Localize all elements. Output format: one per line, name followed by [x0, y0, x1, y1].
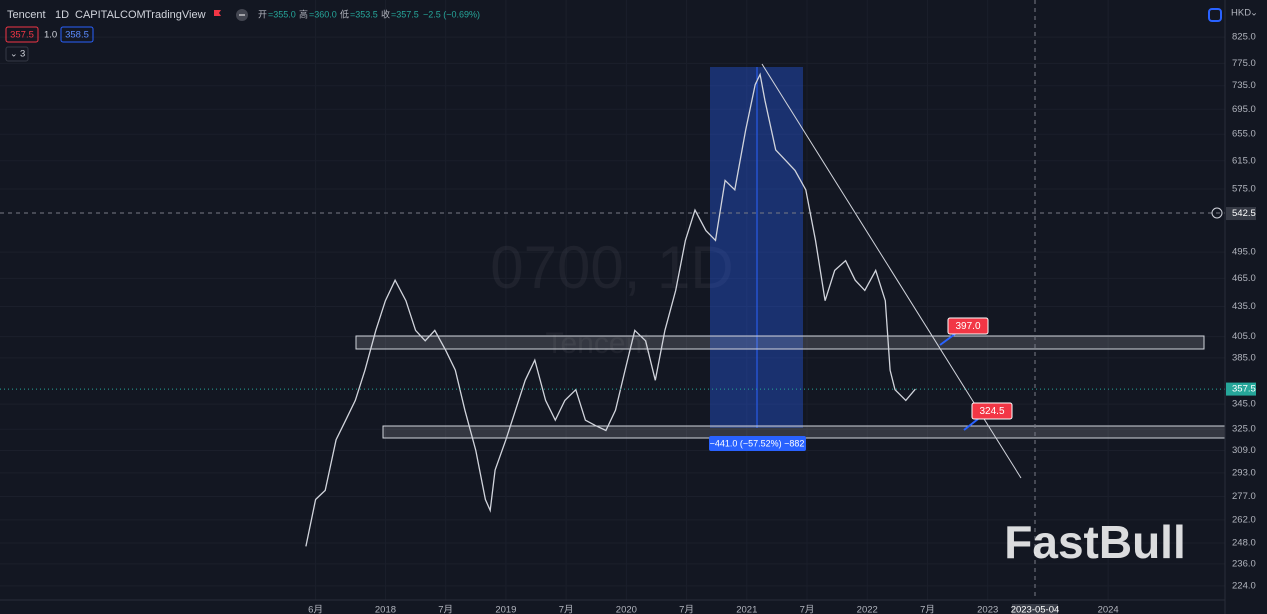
source: TradingView — [145, 9, 206, 21]
callout-box — [947, 317, 989, 335]
currency[interactable]: HKD — [1231, 8, 1251, 19]
add-alert-button[interactable] — [1211, 207, 1223, 219]
watermark-name: Tencent — [545, 327, 651, 360]
x-tick-label: 7月 — [800, 605, 815, 614]
plot — [0, 72, 1225, 547]
date-label-box — [1012, 604, 1058, 614]
spread: 1.0 — [44, 30, 57, 41]
x-tick-label: 2021 — [736, 605, 757, 614]
y-tick-label: 236.0 — [1232, 558, 1256, 569]
x-tick-label: 2022 — [857, 605, 878, 614]
price-line — [305, 72, 916, 547]
y-tick-label: 735.0 — [1232, 80, 1256, 91]
x-tick-label: 7月 — [679, 605, 694, 614]
exchange: CAPITALCOM — [75, 9, 146, 21]
last-price-label: 357.5 — [1232, 384, 1256, 395]
crosshair-price-box — [1226, 207, 1256, 221]
x-tick-label: 2018 — [375, 605, 396, 614]
sell-button[interactable] — [5, 26, 39, 43]
y-tick-label: 825.0 — [1232, 32, 1256, 43]
interval: 1D — [55, 9, 69, 21]
x-tick-label: 2023 — [977, 605, 998, 614]
x-tick-label: 7月 — [438, 605, 453, 614]
ohlc: 开 =355.0 高 =360.0 低 =353.5 收 =357.5 — [258, 8, 419, 19]
y-tick-label: 224.0 — [1232, 580, 1256, 591]
y-tick-label: 575.0 — [1232, 184, 1256, 195]
toggle-caret: ⌄ — [10, 48, 18, 58]
x-tick-label: 6月 — [308, 605, 323, 614]
grid — [0, 0, 1225, 600]
callout-line — [963, 418, 979, 431]
y-tick-label: 495.0 — [1232, 247, 1256, 258]
crosshair-price-label: 542.5 — [1232, 208, 1256, 219]
y-tick-label: 325.0 — [1232, 424, 1256, 435]
x-tick-label: 7月 — [920, 605, 935, 614]
ohlc-value: =360.0 — [309, 9, 337, 19]
brand-watermark: FastBull — [1004, 516, 1185, 568]
ohlc-label: 开 — [258, 9, 267, 19]
y-tick-label: 262.0 — [1232, 514, 1256, 525]
callout-label: 397.0 — [955, 321, 980, 332]
ask[interactable]: 358.5 — [65, 30, 89, 41]
crosshair-date: 2023-05-04 — [1011, 605, 1060, 614]
x-tick-label: 7月 — [559, 605, 574, 614]
bid[interactable]: 357.5 — [10, 30, 34, 41]
measure-label: −441.0 (−57.52%) −882 — [710, 438, 805, 448]
indicator-count: 3 — [20, 49, 25, 60]
resistance-zone — [355, 335, 1205, 350]
y-tick-label: 405.0 — [1232, 331, 1256, 342]
x-tick-label: 2020 — [616, 605, 637, 614]
ohlc-label: 低 — [340, 8, 349, 19]
last-price-box — [1226, 382, 1256, 396]
indicators-toggle[interactable] — [5, 46, 29, 62]
ohlc-label: 收 — [381, 8, 390, 19]
y-tick-label: 309.0 — [1232, 445, 1256, 456]
y-tick-label: 385.0 — [1232, 352, 1256, 363]
ohlc-value: =353.5 — [350, 9, 378, 19]
y-tick-label: 655.0 — [1232, 129, 1256, 140]
watermark-symbol: 0700, 1D — [490, 234, 734, 301]
y-tick-label: 615.0 — [1232, 155, 1256, 166]
flag-icon[interactable] — [214, 10, 221, 16]
buy-button[interactable] — [60, 26, 94, 43]
axes: 825.0 775.0 735.0 695.0 655.0 615.0 575.0 495.0… — [308, 32, 1256, 614]
y-tick-label: 345.0 — [1232, 399, 1256, 410]
callout-box — [971, 402, 1013, 420]
y-tick-label: 435.0 — [1232, 301, 1256, 312]
symbol: Tencent — [7, 9, 46, 21]
price-axis — [1225, 0, 1267, 614]
ohlc-value: =355.0 — [268, 9, 296, 19]
settings-icon[interactable] — [1208, 8, 1222, 22]
y-tick-label: 248.0 — [1232, 538, 1256, 549]
ohlc-label: 高 — [299, 8, 308, 19]
x-tick-label: 2019 — [495, 605, 516, 614]
callout-label: 324.5 — [979, 406, 1004, 417]
y-tick-label: 293.0 — [1232, 467, 1256, 478]
y-tick-label: 695.0 — [1232, 104, 1256, 115]
change: −2.5 (−0.69%) — [423, 9, 480, 19]
measure-label-box — [709, 436, 806, 451]
y-tick-label: 775.0 — [1232, 58, 1256, 69]
y-tick-label: 465.0 — [1232, 273, 1256, 284]
ohlc-value: =357.5 — [391, 9, 419, 19]
callout-line — [939, 333, 956, 346]
y-tick-label: 277.0 — [1232, 491, 1256, 502]
x-tick-label: 2024 — [1098, 605, 1119, 614]
currency-caret: ⌄ — [1250, 8, 1258, 19]
